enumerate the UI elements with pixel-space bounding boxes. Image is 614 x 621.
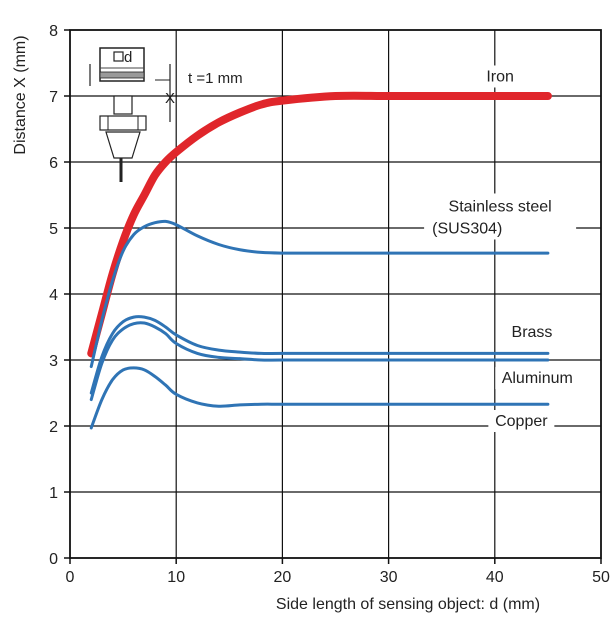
axes: 0 10 20 30 40 50 0 1 2 3 4 5 6 7 8 — [49, 23, 610, 586]
y-tick-label: 3 — [49, 353, 58, 370]
series-line-aluminum — [89, 321, 550, 402]
x-tick-label: 0 — [66, 569, 75, 586]
series-label: Brass — [512, 324, 553, 341]
y-tick-label: 2 — [49, 419, 58, 436]
series-label-background — [495, 367, 580, 390]
series-labels: Iron Stainless steel (SUS304) Brass Aluminum… — [424, 65, 580, 432]
x-tick-label: 10 — [167, 569, 185, 586]
series-label: Stainless steel — [449, 198, 552, 215]
y-tick-label: 7 — [49, 89, 58, 106]
thickness-label: t =1 mm — [188, 70, 243, 87]
series-line-copper — [89, 366, 550, 430]
x-tick-label: 30 — [380, 569, 398, 586]
x-axis-title: Side length of sensing object: d (mm) — [276, 596, 540, 613]
sensor-diagram-icon: d t =1 mm X — [89, 47, 243, 182]
series-label-background — [424, 193, 577, 240]
series-label-background — [488, 410, 555, 432]
series-line-stainless-steel — [89, 219, 550, 369]
y-tick-label: 6 — [49, 155, 58, 172]
series-lines — [87, 91, 552, 430]
y-tick-label: 5 — [49, 221, 58, 238]
distance-x-label: X — [165, 90, 175, 107]
series-label: Iron — [486, 68, 514, 85]
y-tick-label: 4 — [49, 287, 58, 304]
y-tick-label: 1 — [49, 485, 58, 502]
series-label-background — [476, 65, 525, 88]
y-axis-title: Distance X (mm) — [12, 35, 29, 154]
x-tick-label: 20 — [274, 569, 292, 586]
series-label: Copper — [495, 413, 548, 430]
series-line-iron — [87, 91, 552, 358]
y-tick-label: 0 — [49, 551, 58, 568]
y-tick-label: 8 — [49, 23, 58, 40]
series-label-background — [503, 320, 561, 343]
series-label-subtitle: (SUS304) — [432, 220, 502, 237]
series-label: Aluminum — [502, 370, 573, 387]
side-length-label: d — [124, 49, 132, 66]
x-tick-label: 40 — [486, 569, 504, 586]
series-line-brass — [89, 315, 550, 395]
grid — [70, 30, 601, 558]
x-tick-label: 50 — [592, 569, 610, 586]
